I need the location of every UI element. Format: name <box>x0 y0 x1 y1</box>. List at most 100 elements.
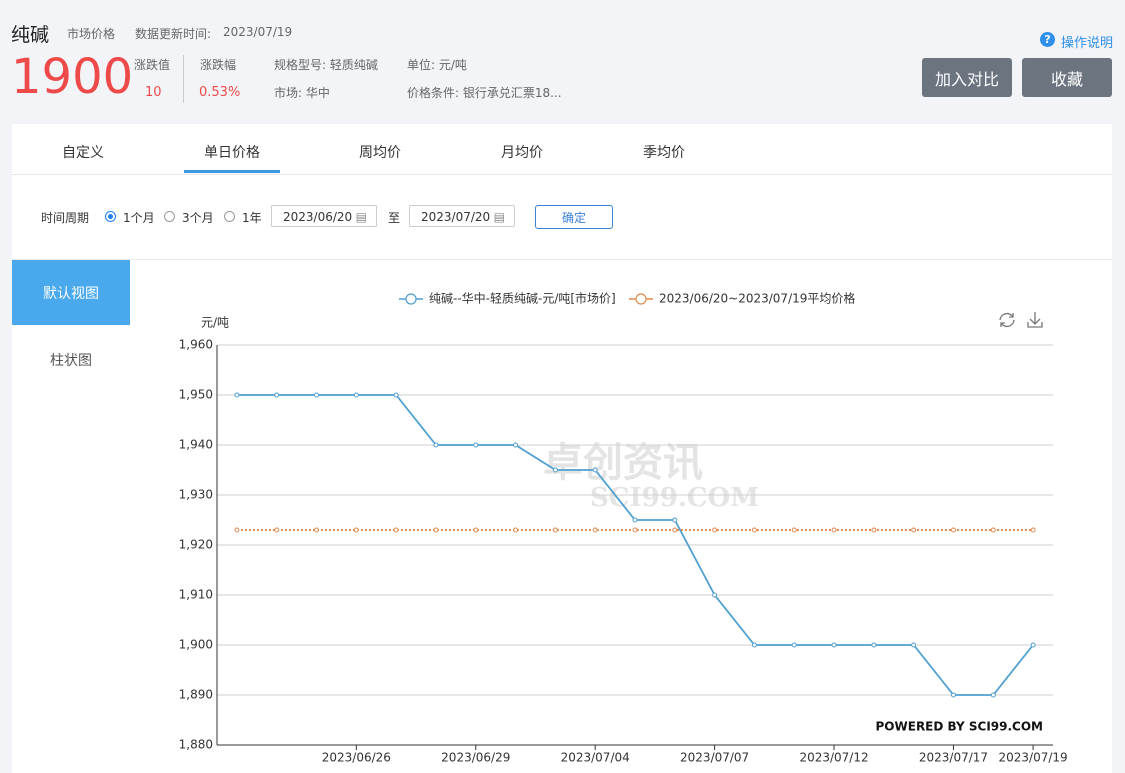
y-axis-label: 元/吨 <box>201 316 229 330</box>
data-point <box>950 692 956 698</box>
subtitle: 市场价格 <box>67 27 116 41</box>
update-label: 数据更新时间: <box>135 27 212 41</box>
data-point <box>433 527 439 533</box>
side-tab[interactable]: 柱状图 <box>50 353 92 369</box>
calendar-icon: ▤ <box>493 210 505 224</box>
change-pct-label: 涨跌幅 <box>200 58 237 72</box>
radio[interactable] <box>105 211 116 222</box>
divider <box>183 55 184 103</box>
credit: POWERED BY SCI99.COM <box>876 720 1043 734</box>
market: 市场: 华中 <box>274 86 330 100</box>
data-point <box>552 467 558 473</box>
compare-button[interactable]: 加入对比 <box>922 58 1012 97</box>
data-point <box>433 442 439 448</box>
data-point <box>353 392 359 398</box>
data-point <box>990 527 996 533</box>
data-point <box>831 527 837 533</box>
data-point <box>871 527 877 533</box>
download-icon[interactable] <box>1027 312 1043 328</box>
y-tick-label: 1,920 <box>179 538 213 552</box>
data-point <box>911 527 917 533</box>
data-point <box>513 527 519 533</box>
data-point <box>1030 642 1036 648</box>
data-point <box>1030 527 1036 533</box>
date-text: 2023/07/20 <box>421 210 491 224</box>
x-tick-label: 2023/07/04 <box>561 751 630 765</box>
data-point <box>950 527 956 533</box>
data-point <box>871 642 877 648</box>
data-point <box>314 392 320 398</box>
change-pct: 0.53% <box>199 85 241 100</box>
confirm-button[interactable]: 确定 <box>535 205 613 229</box>
data-point <box>831 642 837 648</box>
data-point <box>672 527 678 533</box>
y-tick-label: 1,880 <box>179 738 213 752</box>
data-point <box>791 527 797 533</box>
price: 1900 <box>11 49 134 105</box>
radio-label[interactable]: 1年 <box>242 211 262 225</box>
radio[interactable] <box>164 211 175 222</box>
start-date[interactable]: 2023/06/20 ▤ <box>271 205 377 227</box>
y-tick-label: 1,900 <box>179 638 213 652</box>
y-tick-label: 1,910 <box>179 588 213 602</box>
tab-active[interactable]: 单日价格 <box>204 145 260 161</box>
product-title: 纯碱 <box>11 24 50 46</box>
change-label: 涨跌值 <box>134 58 171 72</box>
radio[interactable] <box>224 211 235 222</box>
favorite-button[interactable]: 收藏 <box>1022 58 1112 97</box>
radio-label[interactable]: 3个月 <box>182 211 214 225</box>
divider <box>12 259 1112 260</box>
watermark-sub: SCI99.COM <box>590 483 759 513</box>
unit: 单位: 元/吨 <box>407 58 467 72</box>
tab[interactable]: 自定义 <box>62 145 104 161</box>
data-point <box>632 517 638 523</box>
x-tick-label: 2023/07/19 <box>999 751 1068 765</box>
y-tick-label: 1,960 <box>179 338 213 352</box>
tab[interactable]: 季均价 <box>643 145 685 161</box>
help-link[interactable]: 操作说明 <box>1061 36 1114 51</box>
side-tab-active[interactable]: 默认视图 <box>12 260 130 325</box>
x-tick-label: 2023/06/26 <box>322 751 391 765</box>
data-point <box>473 527 479 533</box>
data-point <box>234 527 240 533</box>
date-text: 2023/06/20 <box>283 210 353 224</box>
tab[interactable]: 周均价 <box>359 145 401 161</box>
data-point <box>393 392 399 398</box>
data-point <box>791 642 797 648</box>
to-label: 至 <box>388 211 401 225</box>
data-point <box>712 527 718 533</box>
data-point <box>314 527 320 533</box>
tab-underline <box>184 170 280 173</box>
refresh-icon[interactable] <box>999 312 1015 328</box>
divider <box>12 174 1112 175</box>
data-point <box>393 527 399 533</box>
data-point <box>473 442 479 448</box>
y-tick-label: 1,930 <box>179 488 213 502</box>
x-tick-label: 2023/07/07 <box>680 751 749 765</box>
watermark: 卓创资讯 <box>543 440 703 486</box>
legend-marker <box>635 293 647 305</box>
x-tick-label: 2023/06/29 <box>441 751 510 765</box>
data-point <box>234 392 240 398</box>
end-date[interactable]: 2023/07/20 ▤ <box>409 205 515 227</box>
data-point <box>632 527 638 533</box>
y-tick-label: 1,890 <box>179 688 213 702</box>
data-point <box>911 642 917 648</box>
calendar-icon: ▤ <box>355 210 367 224</box>
x-tick-label: 2023/07/12 <box>799 751 868 765</box>
help-icon[interactable]: ? <box>1040 32 1055 47</box>
data-point <box>592 527 598 533</box>
spec: 规格型号: 轻质纯碱 <box>274 58 378 72</box>
data-point <box>751 642 757 648</box>
data-point <box>672 517 678 523</box>
data-point <box>990 692 996 698</box>
data-point <box>592 467 598 473</box>
tab[interactable]: 月均价 <box>501 145 543 161</box>
data-point <box>274 527 280 533</box>
data-point <box>712 592 718 598</box>
y-tick-label: 1,940 <box>179 438 213 452</box>
radio-label[interactable]: 1个月 <box>123 211 155 225</box>
legend-label: 2023/06/20~2023/07/19平均价格 <box>659 291 855 306</box>
